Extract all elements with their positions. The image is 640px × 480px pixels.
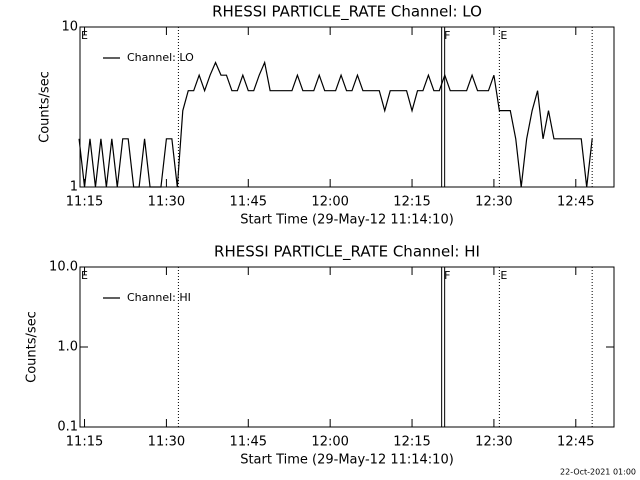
footer: 22-Oct-2021 01:00 — [560, 468, 636, 477]
x-tick-label: 11:15 — [66, 195, 103, 210]
y-axis-label: Counts/sec — [25, 311, 40, 383]
plot-frame — [79, 26, 615, 188]
x-tick-label: 11:15 — [66, 435, 103, 450]
flag-label: E — [81, 269, 88, 282]
x-tick-label: 11:45 — [230, 195, 267, 210]
y-tick-label: 1 — [70, 180, 78, 195]
chart-title: RHESSI PARTICLE_RATE Channel: HI — [214, 243, 480, 262]
y-axis-label: Counts/sec — [38, 71, 53, 143]
x-tick-label: 12:15 — [393, 195, 430, 210]
x-tick-label: 12:00 — [311, 195, 348, 210]
x-tick-label: 11:30 — [148, 435, 185, 450]
legend-label: Channel: HI — [127, 291, 191, 304]
x-tick-label: 12:15 — [393, 435, 430, 450]
x-tick-label: 12:45 — [557, 195, 594, 210]
data-line — [78, 60, 593, 188]
y-tick-label: 0.1 — [57, 420, 78, 435]
x-tick-label: 12:30 — [475, 435, 512, 450]
x-axis-label: Start Time (29-May-12 11:14:10) — [240, 453, 454, 468]
y-tick-label: 10.0 — [49, 260, 78, 275]
x-tick-label: 11:45 — [230, 435, 267, 450]
flag-label: E — [81, 29, 88, 42]
legend-label: Channel: LO — [127, 51, 194, 64]
x-tick-label: 12:00 — [311, 435, 348, 450]
x-axis-label: Start Time (29-May-12 11:14:10) — [240, 213, 454, 228]
y-tick-label: 1.0 — [57, 340, 78, 355]
flag-label: E — [500, 269, 507, 282]
flag-label: E — [500, 29, 507, 42]
flag-label: F — [444, 29, 450, 42]
x-tick-label: 12:30 — [475, 195, 512, 210]
y-tick-label: 10 — [61, 20, 78, 35]
x-tick-label: 11:30 — [148, 195, 185, 210]
x-tick-label: 12:45 — [557, 435, 594, 450]
flag-label: F — [444, 269, 450, 282]
chart-title: RHESSI PARTICLE_RATE Channel: LO — [212, 3, 482, 22]
